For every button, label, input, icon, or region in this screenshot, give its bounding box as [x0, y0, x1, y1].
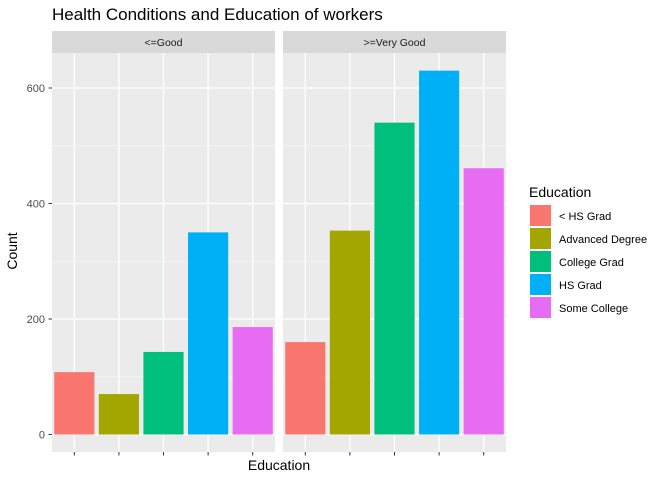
legend-swatch — [530, 251, 551, 272]
legend-item: Some College — [530, 297, 628, 318]
legend-swatch — [530, 297, 551, 318]
legend-item: HS Grad — [530, 274, 602, 295]
y-tick-label: 600 — [27, 83, 45, 95]
bar — [143, 351, 184, 435]
legend-label: Some College — [559, 303, 628, 315]
legend-title: Education — [529, 184, 591, 200]
y-tick-label: 0 — [39, 430, 45, 442]
facet-strip — [52, 31, 275, 53]
bar — [232, 327, 273, 435]
legend-item: < HS Grad — [530, 205, 611, 226]
bar — [285, 342, 326, 435]
bar — [98, 394, 139, 435]
y-axis-label: Count — [4, 232, 20, 269]
facet-strip-label: >=Very Good — [364, 37, 426, 49]
bar — [374, 122, 415, 435]
chart-title: Health Conditions and Education of worke… — [52, 5, 383, 24]
legend-label: Advanced Degree — [559, 234, 647, 246]
bar — [188, 232, 229, 435]
facet-strip-label: <=Good — [145, 37, 183, 49]
bar — [419, 70, 460, 435]
legend-item: College Grad — [530, 251, 624, 272]
facet-panel: <=Good — [52, 31, 275, 452]
bar — [54, 372, 95, 435]
x-axis — [73, 452, 485, 456]
y-axis: 0 200 400 600 — [27, 83, 52, 442]
legend-label: HS Grad — [559, 280, 602, 292]
bar — [463, 168, 504, 435]
y-tick-label: 200 — [27, 314, 45, 326]
legend-item: Advanced Degree — [530, 228, 647, 249]
bar — [329, 230, 370, 435]
y-tick-label: 400 — [27, 199, 45, 211]
facet-panel: >=Very Good — [283, 31, 506, 452]
legend-label: College Grad — [559, 257, 624, 269]
x-axis-label: Education — [248, 457, 310, 473]
facet-panels: <=Good >=Very Good — [52, 31, 506, 452]
legend-swatch — [530, 274, 551, 295]
legend-swatch — [530, 228, 551, 249]
legend-label: < HS Grad — [559, 211, 611, 223]
facet-strip — [283, 31, 506, 53]
legend-swatch — [530, 205, 551, 226]
legend: Education < HS Grad Advanced Degree Colleg… — [529, 184, 647, 318]
